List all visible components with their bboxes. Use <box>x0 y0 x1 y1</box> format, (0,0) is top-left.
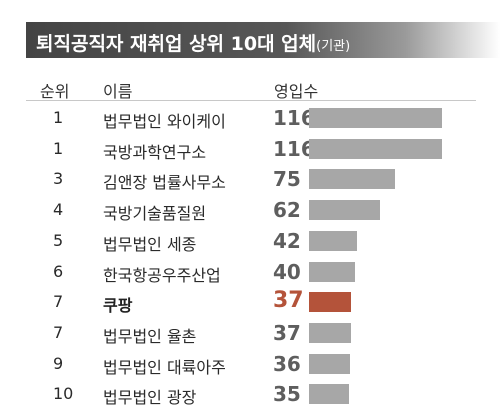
bar <box>309 138 442 159</box>
category-label: 국방과학연구소 <box>103 142 207 162</box>
value-label: 116 <box>273 136 315 161</box>
category-label: 법무법인 광장 <box>103 388 197 408</box>
rank-label: 1 <box>53 138 64 158</box>
category-label: 김앤장 법률사무소 <box>103 173 226 193</box>
bar <box>309 230 358 251</box>
bar <box>309 292 352 313</box>
category-label: 국방기술품질원 <box>103 204 207 224</box>
rank-label: 5 <box>53 230 64 250</box>
rank-label: 10 <box>53 384 74 404</box>
value-label: 37 <box>273 288 304 314</box>
bar <box>309 108 442 128</box>
value-label: 75 <box>273 167 301 192</box>
bar <box>309 200 381 221</box>
rank-label: 9 <box>53 353 64 373</box>
value-label: 36 <box>273 351 301 376</box>
bar <box>309 169 395 190</box>
bar <box>309 261 355 282</box>
category-label: 법무법인 와이케이 <box>103 112 226 131</box>
rank-label: 7 <box>53 292 64 312</box>
value-label: 62 <box>273 198 301 223</box>
chart-title-main: 퇴직공직자 재취업 상위 10대 업체 <box>36 33 317 55</box>
bar <box>309 353 351 374</box>
title-bar: 퇴직공직자 재취업 상위 10대 업체(기관) <box>26 22 500 58</box>
category-label: 법무법인 세종 <box>103 234 197 254</box>
value-label: 42 <box>273 228 301 253</box>
category-label: 법무법인 대륙아주 <box>103 357 226 377</box>
rank-label: 1 <box>53 108 64 127</box>
value-label: 40 <box>273 259 301 284</box>
rank-label: 7 <box>53 322 64 342</box>
category-label: 법무법인 율촌 <box>103 326 197 346</box>
header-divider <box>26 100 476 101</box>
rank-label: 4 <box>53 200 64 220</box>
rank-label: 3 <box>53 169 64 189</box>
rank-header: 순위 <box>40 82 70 101</box>
value-label: 37 <box>273 320 301 345</box>
value-header: 영입수 <box>274 82 319 101</box>
value-label: 35 <box>273 382 301 407</box>
rank-label: 6 <box>53 261 64 281</box>
value-label: 116 <box>273 106 315 130</box>
category-label: 쿠팡 <box>103 296 133 316</box>
bar <box>309 384 350 405</box>
chart-title: 퇴직공직자 재취업 상위 10대 업체(기관) <box>36 29 350 56</box>
chart-title-note: (기관) <box>316 39 351 54</box>
bar <box>309 322 352 343</box>
name-header: 이름 <box>103 82 133 101</box>
category-label: 한국항공우주산업 <box>103 265 221 285</box>
